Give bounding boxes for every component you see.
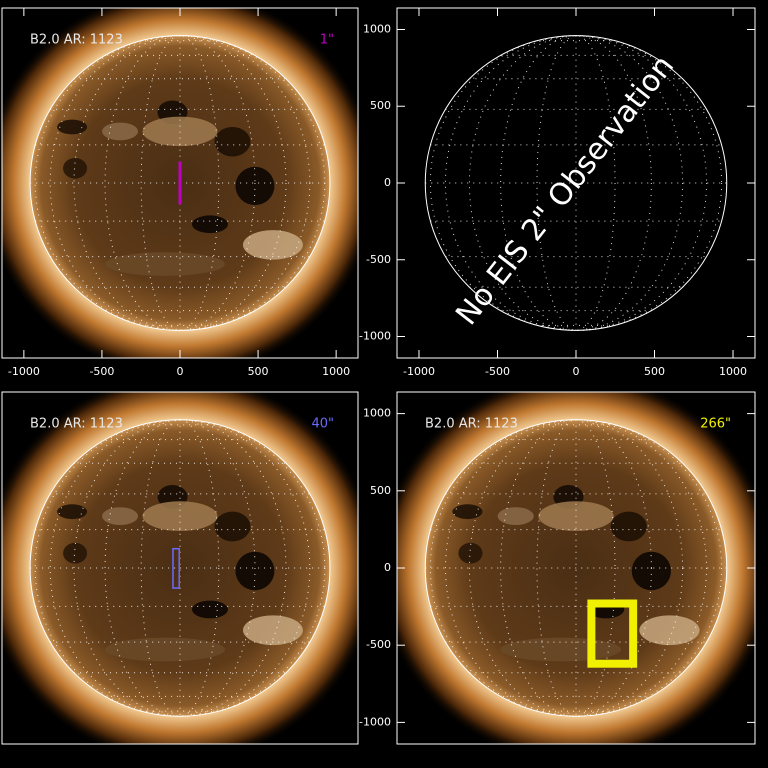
longitude-line bbox=[429, 419, 723, 717]
solar-feature bbox=[105, 252, 225, 276]
solar-feature bbox=[497, 507, 534, 526]
x-tick-label: -500 bbox=[485, 365, 510, 378]
solar-feature bbox=[191, 600, 228, 619]
solar-feature bbox=[63, 157, 88, 179]
solar-feature bbox=[57, 504, 88, 520]
longitude-line bbox=[34, 35, 326, 331]
panel-content bbox=[424, 35, 728, 331]
solar-feature bbox=[631, 551, 671, 591]
limb bbox=[29, 419, 331, 717]
raster-box bbox=[172, 547, 180, 589]
panel: B2.0 AR: 1123 40" bbox=[1, 391, 359, 745]
solar-feature bbox=[500, 637, 622, 662]
longitude-line bbox=[104, 419, 256, 717]
solar-feature bbox=[452, 504, 483, 520]
longitude-line bbox=[536, 35, 616, 331]
x-tick-label: -1000 bbox=[403, 365, 435, 378]
y-tick-label: 1000 bbox=[363, 22, 391, 35]
panel-content bbox=[2, 392, 358, 744]
solar-feature bbox=[639, 615, 700, 646]
x-tick-label: 500 bbox=[644, 365, 665, 378]
solar-feature bbox=[214, 127, 251, 157]
solar-feature bbox=[63, 542, 88, 564]
longitude-line bbox=[468, 419, 684, 717]
x-tick-label: -500 bbox=[89, 365, 114, 378]
solar-feature bbox=[235, 166, 275, 206]
solar-feature bbox=[235, 551, 275, 591]
solar-feature bbox=[105, 637, 225, 662]
longitude-line bbox=[536, 419, 616, 717]
y-tick-label: -500 bbox=[366, 638, 391, 651]
slit-width-label: 266" bbox=[700, 417, 731, 432]
longitude-line bbox=[49, 35, 311, 331]
limb bbox=[29, 35, 331, 331]
x-tick-label: 500 bbox=[248, 365, 269, 378]
solar-feature bbox=[191, 215, 228, 234]
limb bbox=[424, 35, 728, 331]
longitude-line bbox=[49, 419, 311, 717]
y-tick-label: 500 bbox=[370, 99, 391, 112]
longitude-line bbox=[468, 35, 684, 331]
limb bbox=[424, 419, 728, 717]
longitude-line bbox=[444, 419, 708, 717]
solar-feature bbox=[57, 119, 88, 135]
solar-feature bbox=[458, 542, 483, 564]
solar-feature bbox=[242, 615, 303, 646]
longitude-line bbox=[73, 419, 287, 717]
longitude-line bbox=[500, 35, 652, 331]
y-tick-label: -500 bbox=[366, 253, 391, 266]
panel-frame bbox=[1, 391, 359, 745]
solar-feature bbox=[214, 511, 251, 542]
solar-feature bbox=[102, 122, 139, 141]
panel: B2.0 AR: 1123 1" -1000 -500 0 500 1000 bbox=[1, 7, 359, 378]
y-tick-label: -1000 bbox=[359, 715, 391, 728]
slit-width-label: 1" bbox=[320, 33, 334, 48]
y-tick-label: 1000 bbox=[363, 407, 391, 420]
solar-disk bbox=[30, 419, 330, 717]
longitude-line bbox=[104, 35, 256, 331]
y-tick-label: 500 bbox=[370, 484, 391, 497]
y-tick-label: -1000 bbox=[359, 330, 391, 343]
slit-width-label: 40" bbox=[311, 417, 334, 432]
solar-feature bbox=[242, 230, 303, 260]
panel-title: B2.0 AR: 1123 bbox=[30, 417, 123, 432]
panel-title: B2.0 AR: 1123 bbox=[30, 33, 123, 48]
panel-content bbox=[397, 392, 755, 744]
y-tick-label: 0 bbox=[384, 561, 391, 574]
solar-feature bbox=[102, 507, 139, 526]
raster-box bbox=[587, 599, 638, 668]
x-tick-label: 1000 bbox=[719, 365, 747, 378]
x-tick-label: 0 bbox=[177, 365, 184, 378]
solar-feature bbox=[610, 511, 647, 542]
x-tick-label: 0 bbox=[573, 365, 580, 378]
panel: B2.0 AR: 1123 266" -1000 -500 0 500 1000 bbox=[359, 391, 756, 745]
x-tick-label: -1000 bbox=[8, 365, 40, 378]
y-tick-label: 0 bbox=[384, 176, 391, 189]
panel-title: B2.0 AR: 1123 bbox=[425, 417, 518, 432]
x-tick-label: 1000 bbox=[322, 365, 350, 378]
solar-feature bbox=[142, 116, 218, 147]
longitude-line bbox=[444, 35, 708, 331]
